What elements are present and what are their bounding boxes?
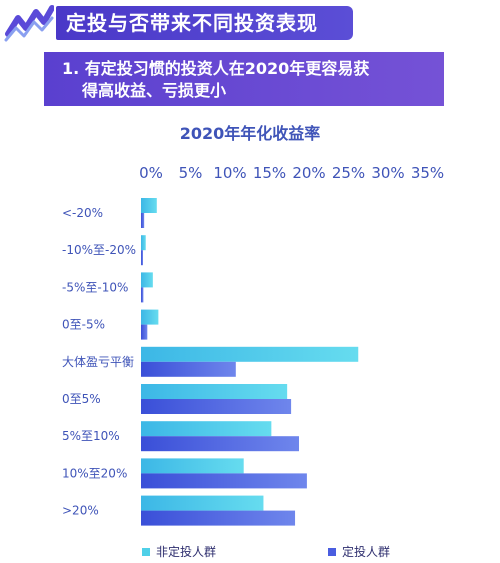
- bar-sip: [141, 213, 145, 228]
- x-tick-label: 25%: [332, 164, 365, 182]
- bar-sip: [141, 399, 292, 414]
- bar-non-sip: [141, 235, 146, 251]
- bar-non-sip: [141, 346, 359, 362]
- bar-sip: [141, 436, 299, 452]
- category-label: <-20%: [62, 206, 103, 220]
- x-tick-label: 0%: [139, 164, 163, 182]
- bar-non-sip: [141, 421, 272, 437]
- bar-sip: [141, 250, 143, 266]
- category-label: 0至-5%: [62, 318, 105, 332]
- legend-item-sip: 定投人群: [328, 543, 390, 560]
- bar-non-sip: [141, 198, 157, 213]
- bar-sip: [141, 287, 144, 303]
- subtitle-banner: 1. 有定投习惯的投资人在2020年更容易获 得高收益、亏损更小: [44, 52, 444, 106]
- x-tick-label: 5%: [179, 164, 203, 182]
- category-label: >20%: [62, 504, 99, 518]
- bar-sip: [141, 361, 236, 377]
- page-title: 定投与否带来不同投资表现: [56, 6, 353, 40]
- category-label: 10%至20%: [62, 466, 127, 480]
- legend-swatch-sip: [328, 547, 336, 556]
- bar-non-sip: [141, 458, 244, 474]
- bar-sip: [141, 324, 148, 340]
- bar-sip: [141, 473, 307, 489]
- subtitle-line-1: 1. 有定投习惯的投资人在2020年更容易获: [62, 59, 370, 78]
- x-tick-label: 15%: [253, 164, 286, 182]
- bar-non-sip: [141, 309, 159, 325]
- category-label: -10%至-20%: [62, 243, 136, 257]
- legend-label-non-sip: 非定投人群: [156, 545, 217, 559]
- category-label: 5%至10%: [62, 429, 120, 443]
- x-tick-label: 35%: [411, 164, 444, 182]
- bar-non-sip: [141, 272, 153, 288]
- category-label: -5%至-10%: [62, 280, 128, 294]
- category-label: 0至5%: [62, 392, 101, 406]
- legend-label-sip: 定投人群: [342, 545, 391, 559]
- bar-sip: [141, 510, 296, 526]
- x-tick-label: 20%: [292, 164, 325, 182]
- subtitle-line-2: 得高收益、亏损更小: [82, 81, 227, 100]
- x-tick-label: 30%: [371, 164, 404, 182]
- legend-item-non-sip: 非定投人群: [142, 543, 216, 560]
- legend-swatch-non-sip: [142, 547, 150, 556]
- bar-non-sip: [141, 495, 264, 511]
- chart-title: 2020年年化收益率: [179, 124, 321, 143]
- x-tick-label: 10%: [213, 164, 246, 182]
- trend-logo-icon: [4, 5, 54, 42]
- bar-non-sip: [141, 384, 288, 399]
- category-label: 大体盈亏平衡: [62, 355, 134, 369]
